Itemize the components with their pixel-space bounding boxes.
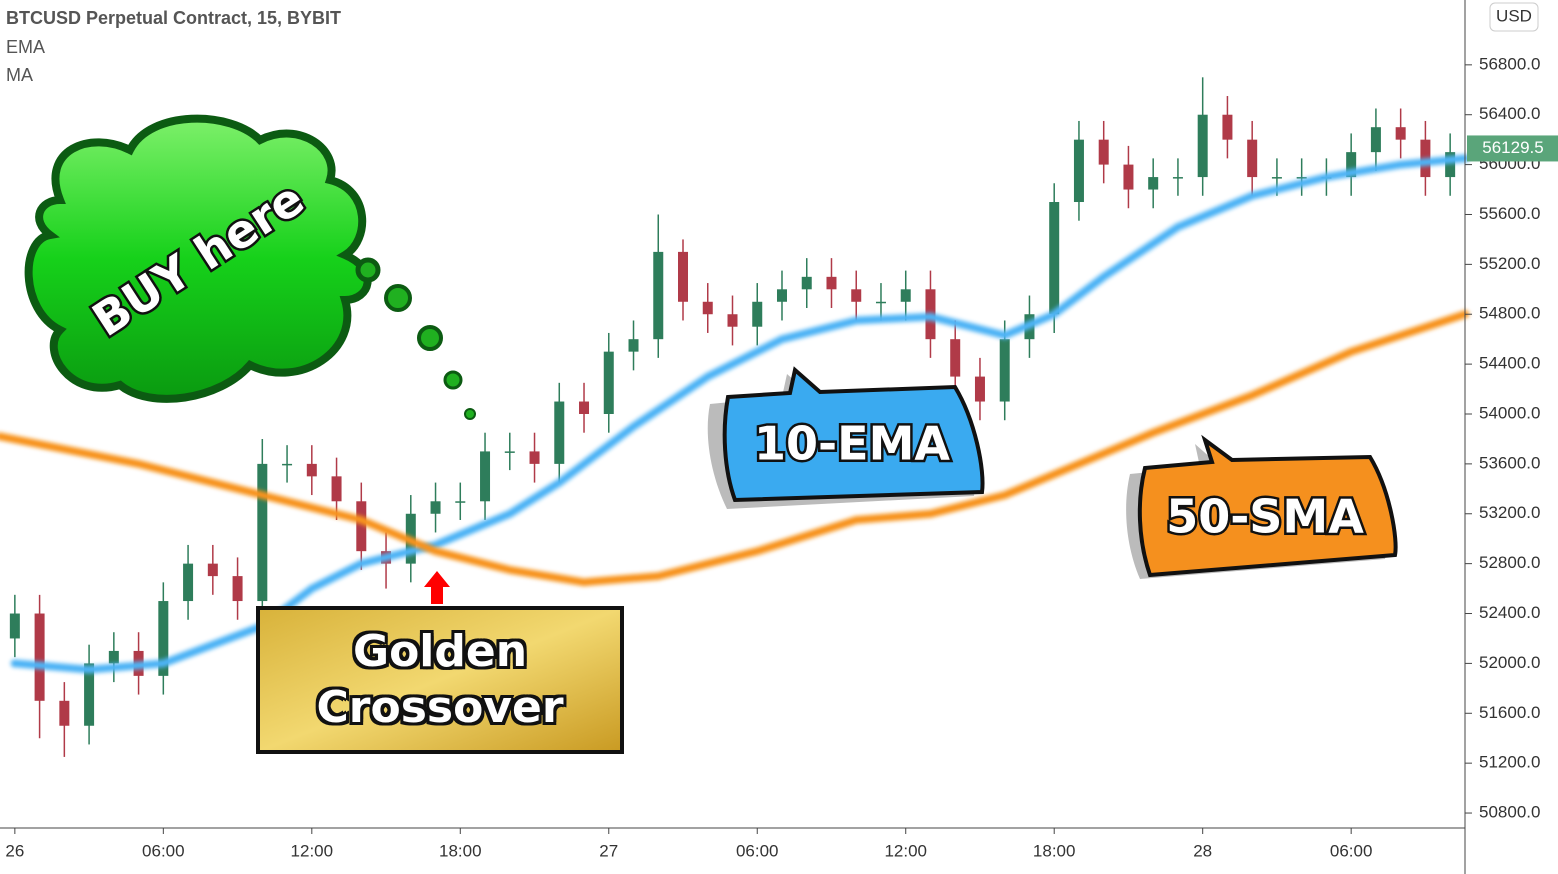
annotation: Golden Crossover [316,626,564,733]
candle-body [950,339,961,377]
sma-callout [1137,434,1398,578]
y-tick-label: 54400.0 [1479,354,1540,373]
arrow [424,571,450,604]
candle-body [702,301,713,315]
y-tick-label: 55600.0 [1479,204,1540,223]
candle-body [801,276,812,290]
y-tick-label: 55200.0 [1479,254,1540,273]
x-tick-label: 27 [599,841,618,860]
series-line [0,311,1468,586]
x-tick-label: 18:00 [439,841,482,860]
candle-body [826,276,837,290]
x-tick-label: 06:00 [1330,841,1373,860]
candle-body [232,576,243,602]
candle-body [455,501,466,503]
candle-body [1172,177,1183,179]
candle-body [59,700,70,726]
currency-box[interactable] [1489,2,1539,32]
legend-entry: MA [6,65,33,85]
candle-body [108,650,119,664]
candle-body [678,251,689,302]
candle-body [974,376,985,402]
candle-body [1247,139,1258,178]
candle-body [529,451,540,464]
x-tick-label: 28 [1193,841,1212,860]
ema-callout [722,366,985,503]
candle-body [603,351,614,414]
chart-title: BTCUSD Perpetual Contract, 15, BYBIT [6,8,341,28]
y-tick-label: 52800.0 [1479,553,1540,572]
candle-body [1346,152,1357,178]
candle-body [776,289,787,302]
candle-body [900,289,911,302]
candle-body [1098,139,1109,165]
x-tick-label: 18:00 [1033,841,1076,860]
y-tick-label: 53200.0 [1479,503,1540,522]
candle-body [84,663,95,726]
candle-body [653,251,664,340]
candle-body [875,301,886,304]
y-tick-label: 51600.0 [1479,703,1540,722]
y-tick-label: 54000.0 [1479,403,1540,422]
y-tick-label: 53600.0 [1479,453,1540,472]
y-tick-label: 50800.0 [1479,803,1540,822]
y-tick-label: 56800.0 [1479,54,1540,73]
candle-body [851,289,862,302]
y-tick-label: 54800.0 [1479,304,1540,323]
candle-body [628,339,639,352]
candle-body [9,613,20,639]
legend-entry: EMA [6,37,45,57]
candle-body [999,339,1010,402]
last-price: 56129.5 [1482,138,1543,157]
candle-body [1271,177,1282,179]
candle-body [1148,177,1159,190]
x-tick-label: 12:00 [291,841,334,860]
candle-body [504,451,515,453]
x-tick-label: 12:00 [884,841,927,860]
candle-body [480,451,491,502]
y-tick-label: 51200.0 [1479,753,1540,772]
annotation: 10-EMA [754,417,950,471]
y-tick-label: 56400.0 [1479,104,1540,123]
last-price-box [1467,135,1558,162]
golden-box [256,606,624,754]
x-tick-label: 06:00 [736,841,779,860]
candle-body [282,463,293,466]
candle-body [356,501,367,552]
x-tick-label: 26 [5,841,24,860]
candle-body [1222,114,1233,140]
candle-body [1049,202,1060,315]
y-tick-label: 52000.0 [1479,653,1540,672]
candle-body [430,501,441,514]
candle-body [1197,114,1208,178]
x-tick-label: 06:00 [142,841,185,860]
candle-body [727,314,738,327]
candle-body [579,401,590,414]
candle-body [306,463,317,477]
candle-body [752,301,763,327]
candle-body [1370,127,1381,153]
candle-body [34,613,45,701]
candle-body [554,401,565,464]
candle-body [158,601,169,676]
candle-body [183,563,194,602]
candle-body [1123,164,1134,190]
candle-body [1395,127,1406,140]
currency[interactable]: USD [1496,6,1532,25]
annotation: 50-SMA [1166,490,1364,544]
candle-body [257,463,268,602]
candle-body [331,476,342,502]
buy-cloud [24,114,476,420]
candle-body [1073,139,1084,203]
candle-body [207,563,218,577]
y-tick-label: 52400.0 [1479,603,1540,622]
